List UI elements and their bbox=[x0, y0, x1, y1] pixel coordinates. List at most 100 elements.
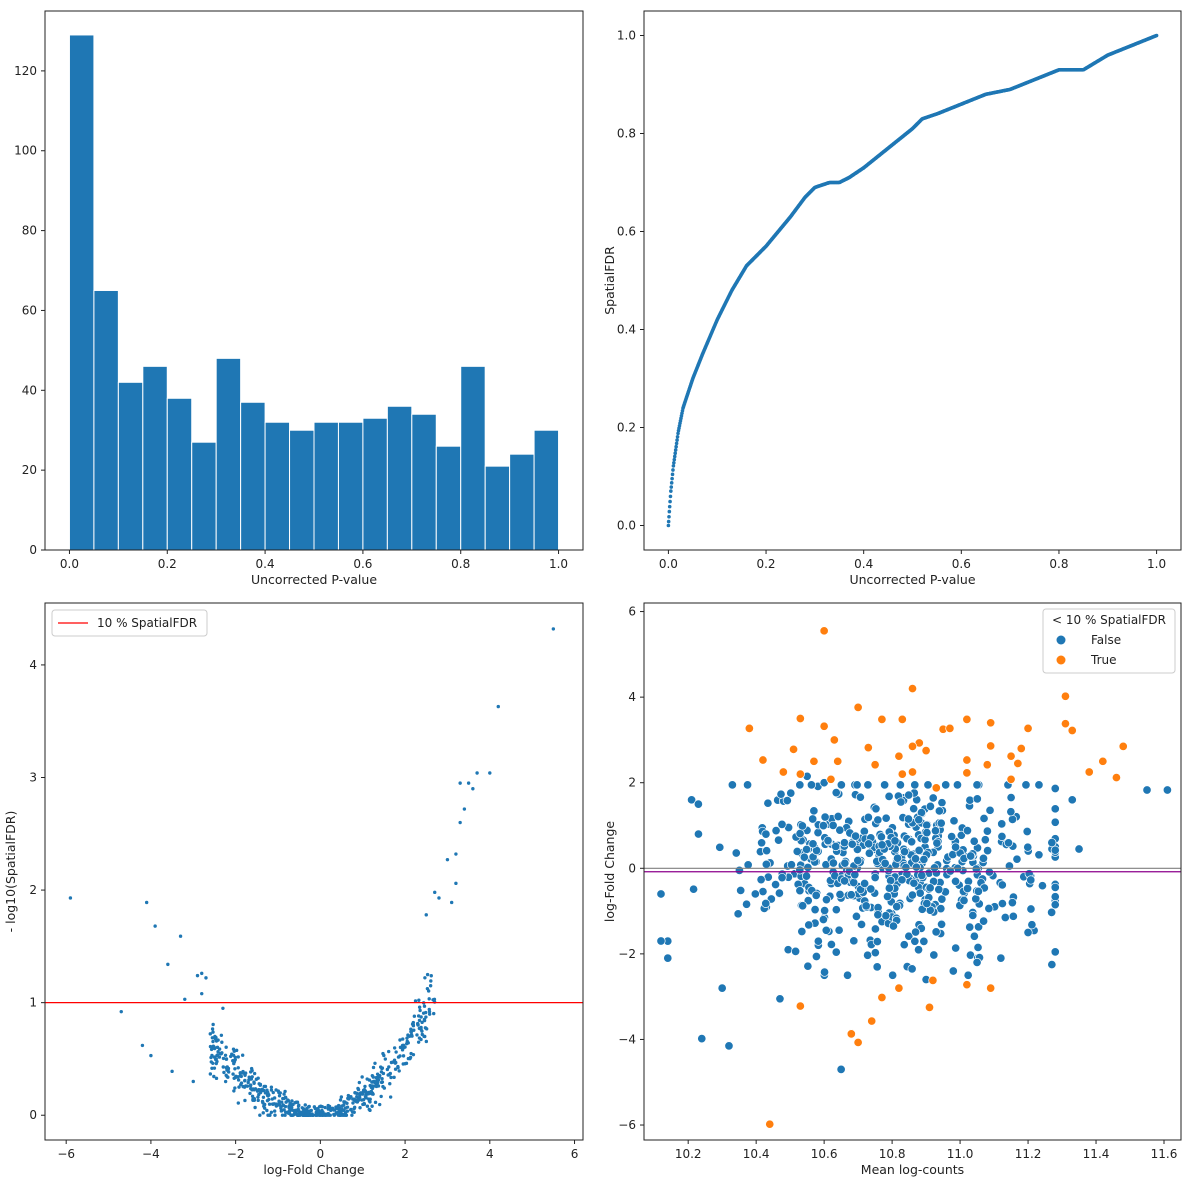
data-point-false bbox=[880, 858, 890, 868]
data-point bbox=[445, 857, 450, 862]
data-point-false bbox=[983, 846, 993, 856]
data-point bbox=[261, 1095, 266, 1099]
data-point bbox=[346, 1096, 350, 1101]
data-point-false bbox=[1027, 920, 1037, 930]
data-point bbox=[267, 1097, 271, 1102]
data-point-false bbox=[930, 826, 941, 836]
data-point-false bbox=[697, 1034, 707, 1044]
data-point bbox=[381, 1071, 386, 1076]
y-tick-label: −4 bbox=[618, 1032, 636, 1046]
data-point bbox=[393, 1067, 398, 1071]
data-point-false bbox=[919, 854, 929, 864]
data-point-false bbox=[980, 835, 990, 845]
x-tick-label: 2 bbox=[401, 1147, 409, 1161]
panel-2: 0.0 0.2 0.4 0.6 0.8 1.0 0.0 0.2 0.4 0.6 0.8 1.0 Unco… bbox=[602, 10, 1182, 587]
data-point bbox=[475, 771, 479, 775]
data-point bbox=[351, 1101, 355, 1105]
data-point bbox=[392, 1046, 397, 1050]
data-point-true bbox=[894, 983, 904, 993]
y-tick-label: 0.0 bbox=[617, 519, 636, 533]
data-point-false bbox=[821, 895, 832, 905]
data-point bbox=[292, 1109, 296, 1113]
data-point bbox=[404, 1041, 409, 1046]
data-point bbox=[282, 1108, 286, 1112]
y-tick-label: 0.6 bbox=[617, 225, 636, 239]
data-point-false bbox=[915, 888, 925, 898]
data-point-false bbox=[877, 840, 887, 850]
data-point-false bbox=[1006, 792, 1016, 803]
data-point bbox=[247, 1075, 251, 1079]
data-point bbox=[388, 1082, 392, 1086]
data-point-false bbox=[928, 793, 938, 803]
data-point-false bbox=[890, 836, 900, 846]
data-point bbox=[310, 1113, 315, 1117]
data-point bbox=[224, 1073, 228, 1078]
data-point-true bbox=[1016, 743, 1026, 754]
legend-label: True bbox=[1090, 653, 1117, 667]
data-point-false bbox=[907, 890, 917, 900]
data-point bbox=[432, 1011, 436, 1016]
data-point-false bbox=[1074, 844, 1084, 854]
data-point-false bbox=[758, 887, 768, 897]
data-point-false bbox=[909, 804, 919, 814]
data-point bbox=[426, 989, 431, 993]
data-point-false bbox=[904, 790, 914, 800]
data-point bbox=[219, 1033, 224, 1037]
data-point-true bbox=[982, 760, 992, 770]
data-point-false bbox=[925, 801, 935, 811]
data-point bbox=[365, 1104, 370, 1108]
data-point-false bbox=[1034, 850, 1044, 860]
data-point bbox=[417, 998, 421, 1002]
data-point bbox=[213, 1057, 218, 1062]
data-point bbox=[422, 1004, 427, 1008]
data-point-false bbox=[870, 948, 880, 958]
data-point bbox=[221, 1065, 225, 1069]
data-point-false bbox=[1023, 927, 1033, 938]
data-point bbox=[248, 1091, 252, 1096]
data-point bbox=[271, 1102, 275, 1106]
data-point bbox=[210, 1066, 214, 1070]
data-point bbox=[342, 1103, 346, 1107]
data-point bbox=[397, 1069, 401, 1073]
data-point-false bbox=[937, 894, 947, 904]
data-point-false bbox=[911, 927, 921, 937]
data-point-false bbox=[731, 848, 741, 858]
data-point bbox=[427, 997, 431, 1001]
data-point bbox=[144, 900, 149, 905]
data-point-false bbox=[929, 950, 939, 960]
data-point bbox=[230, 1052, 234, 1056]
histogram-bar bbox=[264, 421, 291, 550]
x-axis-label: Uncorrected P-value bbox=[849, 572, 975, 587]
histogram-bar bbox=[386, 405, 413, 550]
data-point bbox=[338, 1098, 343, 1102]
data-point bbox=[369, 1091, 373, 1095]
data-point bbox=[676, 431, 680, 436]
data-point bbox=[274, 1088, 278, 1092]
x-tick-label: 10.4 bbox=[743, 1147, 770, 1161]
data-point bbox=[210, 1036, 215, 1040]
data-point-false bbox=[831, 841, 841, 852]
data-point-false bbox=[907, 837, 917, 847]
legend: 10 % SpatialFDR bbox=[51, 609, 208, 637]
data-point bbox=[341, 1113, 346, 1117]
data-point bbox=[238, 1071, 243, 1075]
legend-box bbox=[51, 609, 208, 637]
data-point-false bbox=[851, 911, 862, 921]
data-point bbox=[337, 1106, 342, 1111]
data-point bbox=[356, 1087, 361, 1092]
data-point-false bbox=[852, 780, 862, 790]
x-tick-label: 0.4 bbox=[256, 557, 275, 571]
data-point bbox=[367, 1107, 371, 1112]
data-point-false bbox=[1012, 854, 1022, 864]
data-point bbox=[363, 1095, 368, 1099]
axes-frame bbox=[44, 602, 584, 1141]
x-tick-label: −4 bbox=[142, 1147, 160, 1161]
data-point-false bbox=[1026, 904, 1036, 914]
data-point-false bbox=[923, 780, 933, 790]
data-point-false bbox=[813, 936, 823, 946]
histogram-bar bbox=[484, 465, 511, 550]
data-point bbox=[233, 1067, 237, 1071]
data-point bbox=[200, 991, 204, 996]
data-point-false bbox=[850, 870, 860, 880]
data-point-false bbox=[911, 862, 921, 872]
